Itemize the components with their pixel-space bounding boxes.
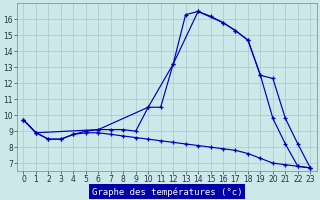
X-axis label: Graphe des températures (°c): Graphe des températures (°c) xyxy=(92,187,242,197)
